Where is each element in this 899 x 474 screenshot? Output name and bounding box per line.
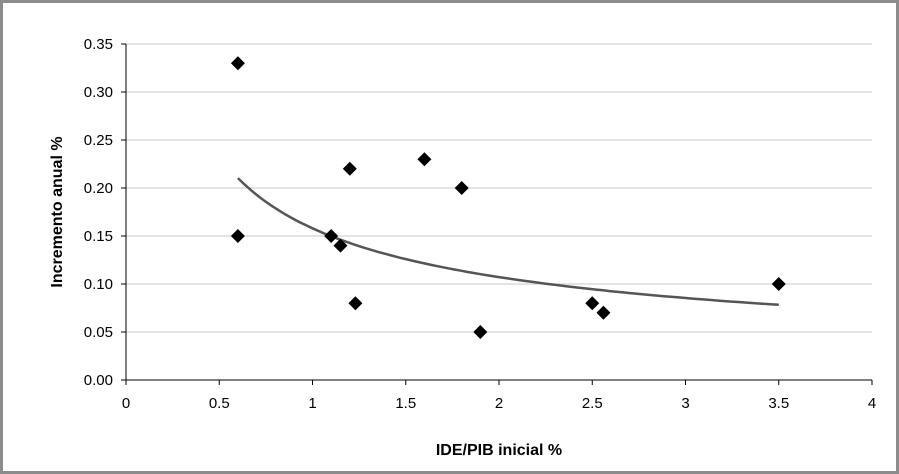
data-point-diamond [473,325,488,339]
data-point-diamond [585,296,600,311]
data-point-diamond [771,277,786,291]
y-tick-label: 0.10 [84,276,113,293]
y-tick-labels: 0.00 0.05 0.10 0.15 0.20 0.25 0.30 0.35 [84,36,113,389]
data-point-diamond [324,229,339,243]
x-tick-labels: 0 0.5 1 1.5 2 2.5 3 3.5 4 [122,395,876,412]
data-point-diamond [230,56,245,71]
y-axis-title: Incremento anual % [49,136,66,287]
data-point-diamond [333,238,348,253]
data-point-diamond [596,305,611,320]
x-axis-title: IDE/PIB inicial % [436,442,562,459]
y-tick-label: 0.30 [84,84,113,101]
x-tick-label: 0.5 [209,395,230,412]
x-tick-label: 1 [308,395,316,412]
x-tick-label: 3.5 [768,395,789,412]
trendline [237,177,779,307]
data-point-diamond [230,229,245,243]
y-tick-label: 0.25 [84,132,113,149]
data-point-diamond [417,152,432,167]
data-point-diamond [454,181,469,195]
data-points [230,56,786,339]
y-tick-label: 0.35 [84,36,113,53]
data-point-diamond [342,161,357,176]
x-tick-label: 4 [868,395,876,412]
trendline-group [237,177,779,307]
axes [121,43,873,385]
y-tick-label: 0.20 [84,180,113,197]
y-tick-label: 0.15 [84,228,113,245]
data-point-diamond [348,296,363,311]
x-tick-label: 2 [495,395,503,412]
y-tick-label: 0.00 [84,372,113,389]
x-tick-label: 3 [681,395,689,412]
y-tick-label: 0.05 [84,324,113,341]
x-tick-label: 2.5 [582,395,603,412]
x-tick-label: 1.5 [395,395,416,412]
gridlines [126,43,872,333]
x-tick-label: 0 [122,395,130,412]
